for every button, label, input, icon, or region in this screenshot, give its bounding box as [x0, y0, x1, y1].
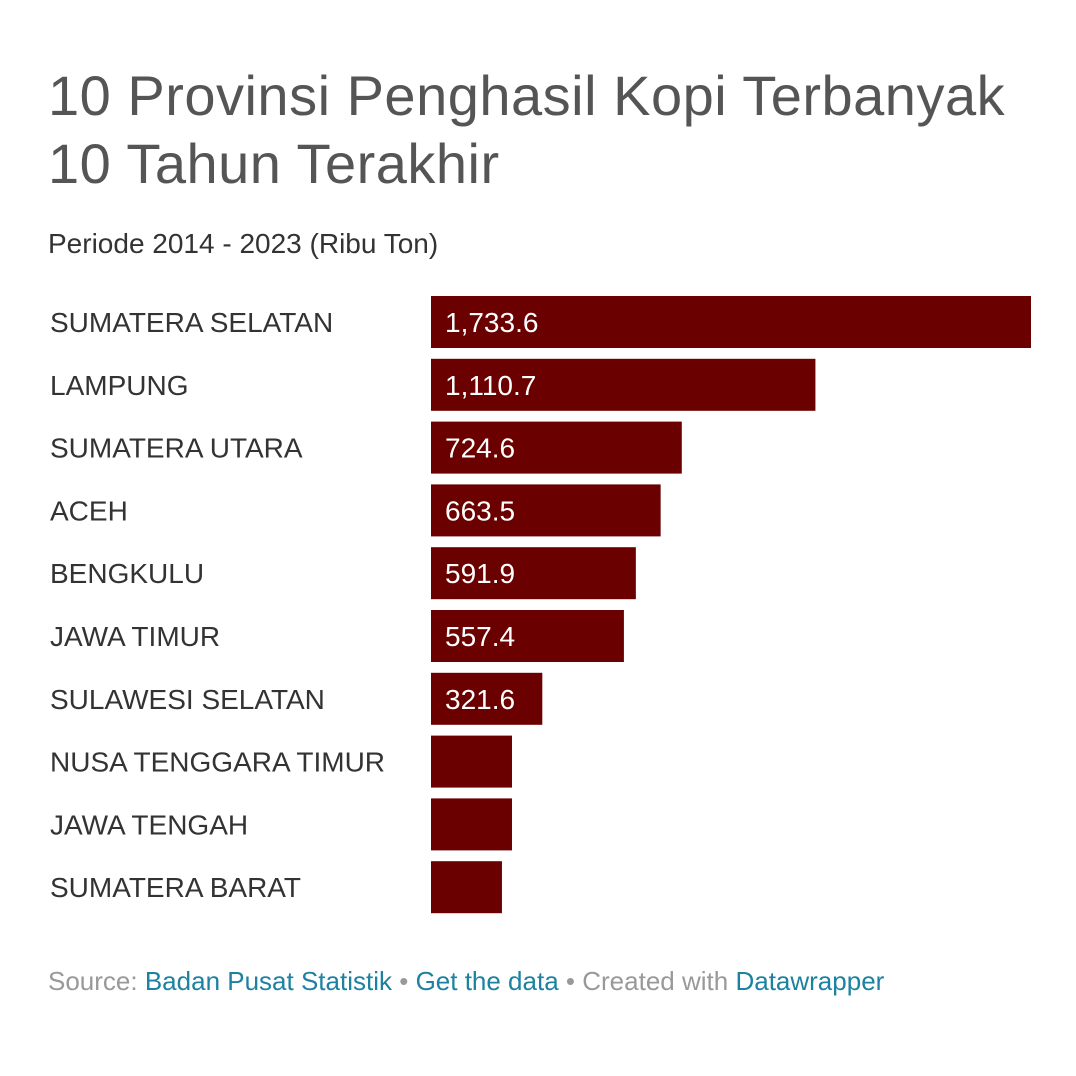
- bar[interactable]: [431, 547, 636, 600]
- title-line-2: 10 Tahun Terakhir: [48, 132, 500, 195]
- value-label: 1,733.6: [445, 307, 538, 338]
- bar[interactable]: [431, 484, 661, 537]
- bar[interactable]: [431, 798, 512, 851]
- bar[interactable]: [431, 358, 816, 411]
- category-label: JAWA TIMUR: [50, 621, 220, 652]
- category-label: SUMATERA BARAT: [50, 872, 301, 903]
- category-label: LAMPUNG: [50, 370, 188, 401]
- value-label: 663.5: [445, 495, 515, 526]
- datawrapper-link[interactable]: Datawrapper: [735, 966, 885, 996]
- source-prefix: Source:: [48, 966, 138, 996]
- separator-dot: •: [399, 966, 409, 996]
- value-label: 557.4: [445, 621, 515, 652]
- bar-chart: SUMATERA SELATAN 1,733.6 LAMPUNG 1,110.7 SUM…: [50, 296, 1031, 914]
- category-label: NUSA TENGGARA TIMUR: [50, 747, 385, 778]
- created-prefix: Created with: [582, 966, 729, 996]
- category-label: JAWA TENGAH: [50, 809, 248, 840]
- value-label: 321.6: [445, 684, 515, 715]
- bar[interactable]: [431, 421, 682, 474]
- bar[interactable]: [431, 296, 1031, 348]
- bar[interactable]: [431, 672, 543, 725]
- category-label: ACEH: [50, 495, 128, 526]
- value-label: 1,110.7: [445, 370, 536, 401]
- separator-dot: •: [565, 966, 576, 996]
- value-label: 724.6: [445, 433, 515, 464]
- bar[interactable]: [431, 610, 624, 662]
- chart-footer: Source: Badan Pusat Statistik • Get the …: [48, 966, 884, 997]
- chart-subtitle: Periode 2014 - 2023 (Ribu Ton): [48, 228, 439, 259]
- category-label: SUMATERA UTARA: [50, 433, 303, 464]
- source-link[interactable]: Badan Pusat Statistik: [144, 966, 392, 996]
- bar[interactable]: [431, 861, 502, 914]
- category-label: SUMATERA SELATAN: [50, 307, 333, 338]
- bar[interactable]: [431, 735, 512, 788]
- category-label: SULAWESI SELATAN: [50, 684, 325, 715]
- get-data-link[interactable]: Get the data: [415, 966, 559, 996]
- value-label: 591.9: [445, 558, 515, 589]
- title-line-1: 10 Provinsi Penghasil Kopi Terbanyak: [48, 64, 1006, 127]
- category-label: BENGKULU: [50, 558, 204, 589]
- chart-title: 10 Provinsi Penghasil Kopi Terbanyak 10 …: [48, 62, 1028, 198]
